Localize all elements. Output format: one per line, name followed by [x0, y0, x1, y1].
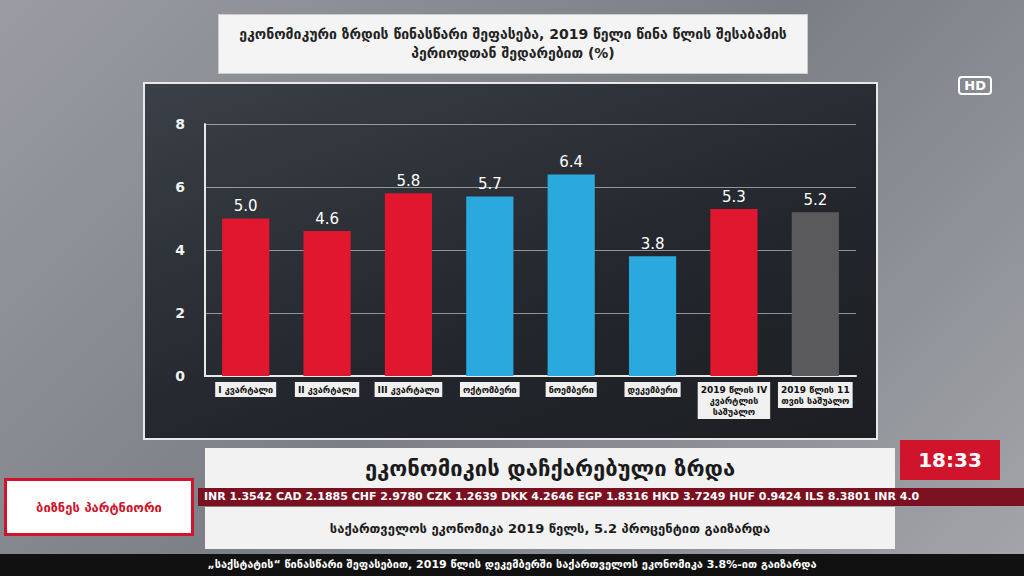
- svg-text:დეკემბერი: დეკემბერი: [627, 385, 677, 395]
- html-text:18:33: 18:33: [918, 448, 982, 472]
- svg-text:5.8: 5.8: [397, 172, 421, 190]
- svg-text:I კვარტალი: I კვარტალი: [218, 385, 273, 395]
- svg-text:0: 0: [175, 368, 185, 384]
- svg-text:3.8: 3.8: [641, 235, 665, 253]
- svg-text:2: 2: [175, 305, 185, 321]
- html-text:ბიზნეს პარტნიორი: ბიზნეს პარტნიორი: [36, 499, 162, 515]
- svg-text:საშუალო: საშუალო: [713, 407, 755, 417]
- svg-text:4.6: 4.6: [315, 210, 339, 228]
- svg-text:5.2: 5.2: [803, 191, 827, 209]
- svg-text:4: 4: [175, 242, 185, 258]
- svg-text:III კვარტალი: III კვარტალი: [378, 385, 440, 395]
- svg-text:ნოემბერი: ნოემბერი: [549, 385, 594, 395]
- svg-text:5.0: 5.0: [234, 197, 258, 215]
- svg-text:6: 6: [175, 179, 185, 195]
- html-text:ეკონომიკური ზრდის წინასწარი შე: ეკონომიკური ზრდის წინასწარი შეფასება, 20…: [239, 26, 787, 61]
- svg-text:II კვარტალი: II კვარტალი: [298, 385, 356, 395]
- html-text:„საქსტატის“ წინასწარი შეფასები: „საქსტატის“ წინასწარი შეფასებით, 2019 წლ…: [207, 558, 817, 571]
- svg-text:6.4: 6.4: [559, 153, 583, 171]
- svg-text:2019 წლის 11: 2019 წლის 11: [781, 385, 850, 395]
- svg-text:2019 წლის IV: 2019 წლის IV: [701, 385, 767, 395]
- html-text:INR 1.3542 CAD 2.1885 CHF 2.97: INR 1.3542 CAD 2.1885 CHF 2.9780 CZK 1.2…: [204, 490, 920, 503]
- html-text:ეკონომიკის დაჩქარებული ზრდა: ეკონომიკის დაჩქარებული ზრდა: [364, 455, 736, 481]
- html-text:საქართველოს ეკონომიკა 2019 წელ: საქართველოს ეკონომიკა 2019 წელს, 5.2 პრო…: [329, 520, 771, 536]
- svg-text:8: 8: [175, 116, 185, 132]
- html-text:HD: HD: [964, 78, 986, 93]
- svg-text:ოქტომბერი: ოქტომბერი: [463, 385, 517, 395]
- svg-text:კვარტლის: კვარტლის: [710, 396, 759, 406]
- svg-text:5.7: 5.7: [478, 175, 502, 193]
- svg-text:5.3: 5.3: [722, 188, 746, 206]
- svg-text:თვის საშუალო: თვის საშუალო: [781, 396, 849, 406]
